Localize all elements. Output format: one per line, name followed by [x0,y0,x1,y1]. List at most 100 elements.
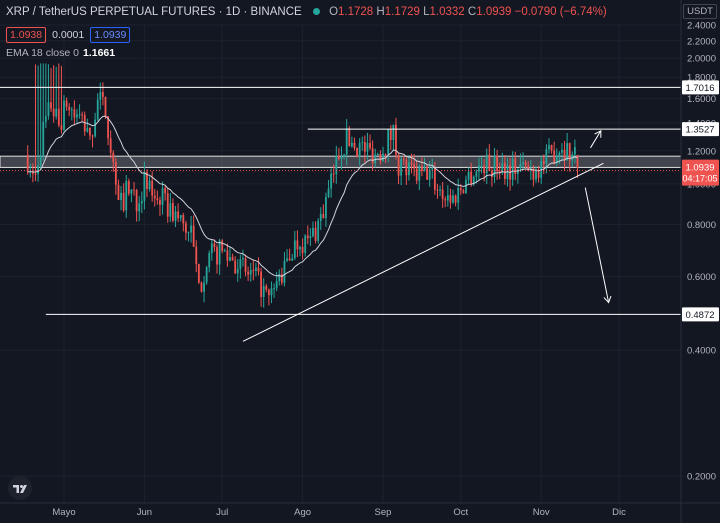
candle-body [485,154,488,174]
candle-body [475,171,478,177]
candle-body [400,159,403,176]
candle-body [236,268,239,274]
candle-body [459,187,462,191]
candle-body [114,161,117,185]
time-tick-label: Mayo [52,507,75,518]
candle-body [314,227,317,241]
candle-body [226,250,229,261]
candle-body [50,102,52,109]
candle-body [76,114,78,118]
candle-body [192,225,195,247]
candle-body [335,155,338,175]
candle-body [133,189,135,191]
candle-body [140,200,143,204]
time-tick-label: Dic [612,507,626,518]
candle-body [210,243,213,254]
candle-body [418,166,421,181]
indicator-legend[interactable]: EMA 18 close 0 1.1661 [6,47,115,59]
candle-body [457,187,460,203]
candle-body [462,190,465,194]
candle-body [480,165,483,167]
candle-body [356,147,358,157]
ema-line [27,115,578,277]
candle-body [34,173,37,175]
candle-body [376,153,379,155]
candle-body [493,155,496,177]
candle-body [522,162,524,164]
drawings [0,86,681,342]
candle-body [205,267,208,283]
candle-body [288,258,291,261]
candle-body [86,128,89,132]
time-axis[interactable]: Mayo Jun Jul Ago Sep Oct Nov Dic [0,502,720,518]
candle-body [182,215,185,224]
candle-body [68,106,71,111]
candle-body [94,119,97,137]
candle-body [26,154,29,172]
tradingview-logo-icon[interactable] [8,476,32,500]
candle-body [159,200,161,205]
candle-body [395,124,397,155]
candle-body [304,235,307,253]
candle-body [187,232,190,234]
candle-body [286,258,288,261]
candle-body [535,169,537,180]
candle-body [153,195,156,199]
candle-body [496,155,499,172]
candle-body [550,145,553,151]
time-tick-label: Jun [137,507,152,518]
candle-body [42,121,45,156]
candle-body [472,176,475,184]
candle-body [197,264,200,283]
candle-body [441,189,444,200]
candle-body [267,289,270,296]
candle-body [213,243,216,248]
candle-body [382,153,384,161]
candle-body [301,246,304,253]
candle-body [262,286,265,297]
candle-body [332,173,335,175]
candle-body [322,213,325,219]
candle-body [369,143,371,149]
candle-body [138,203,141,212]
candle-body [112,152,115,162]
price-tick-label: 2.2000 [687,36,716,47]
buy-button[interactable]: 1.0939 [90,27,131,43]
candle-body [229,257,231,261]
buy-sell-panel: 1.0938 0.0001 1.0939 [6,27,131,43]
symbol-header[interactable]: XRP / TetherUS PERPETUAL FUTURES · 1D · … [6,6,607,18]
candle-body [410,162,413,165]
candle-body [60,125,63,130]
candle-body [107,116,109,139]
candle-body [444,199,447,201]
candle-body [358,143,361,157]
candle-body [563,149,566,161]
candle-body [130,189,133,194]
symbol-title: XRP / TetherUS PERPETUAL FUTURES · 1D · … [6,6,302,18]
candle-body [319,213,322,221]
market-status-icon [312,8,320,16]
candle-body [423,166,426,172]
candle-body [420,166,423,172]
candle-body [125,181,128,211]
candle-body [169,203,172,217]
ohlc-values: O1.1728 H1.1729 L1.0332 C1.0939 −0.0790 … [329,6,607,18]
candle-body [44,115,47,122]
candle-body [340,156,343,159]
candle-body [548,145,550,150]
price-axis[interactable]: 2.40002.20002.00001.80001.60001.40001.20… [680,0,720,523]
currency-button[interactable]: USDT [683,4,717,19]
current-price-bg [682,159,719,186]
candle-body [208,253,211,268]
candle-body [179,215,182,219]
current-price-label: 1.0939 [685,163,714,174]
sell-button[interactable]: 1.0938 [6,27,47,43]
candle-body [452,195,454,203]
arrow-line [590,130,602,149]
candle-body [511,158,514,180]
candle-body [542,161,545,164]
candle-body [255,267,257,271]
ema-path [27,115,578,277]
candle-body [449,195,452,203]
